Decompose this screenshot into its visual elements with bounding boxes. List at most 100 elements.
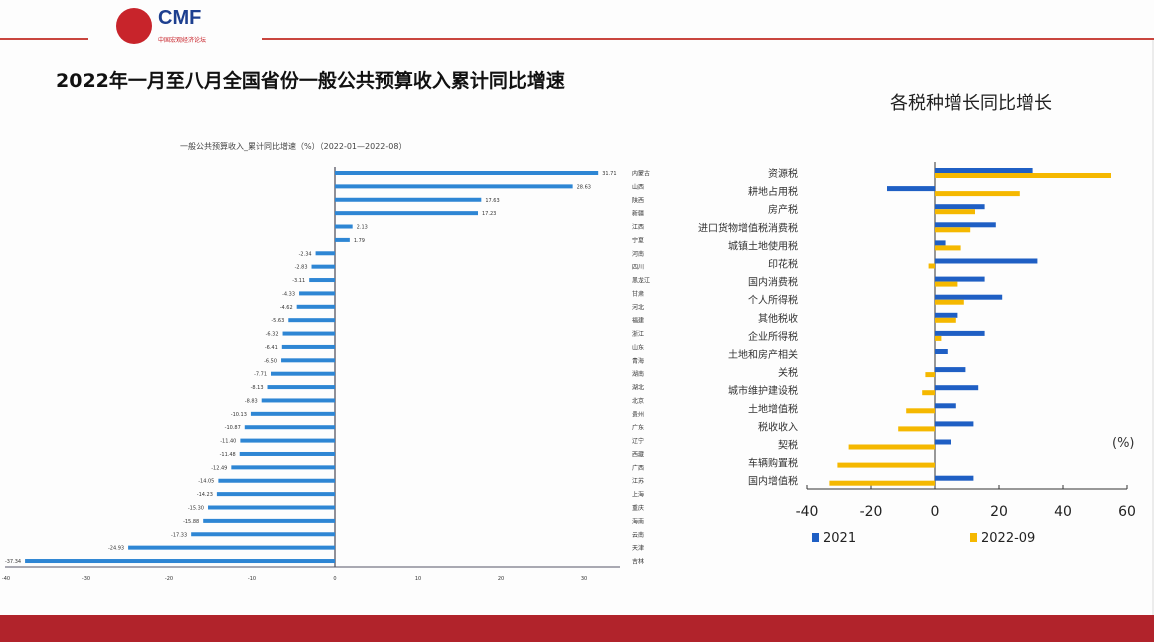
right-category-label: 国内消费税 — [748, 276, 798, 289]
left-bar-label: 17.23 — [482, 211, 496, 217]
left-bar-label: -4.62 — [280, 305, 293, 311]
left-category-label: 河北 — [632, 303, 644, 311]
left-category-label: 海南 — [632, 517, 644, 525]
left-category-label: 天津 — [632, 545, 644, 552]
left-bar — [191, 532, 335, 537]
left-bar-label: -6.32 — [266, 332, 279, 338]
right-bar-2022-09 — [898, 426, 935, 432]
left-bar-label: -10.13 — [231, 412, 247, 418]
legend-swatch-2021 — [812, 533, 819, 542]
right-bar-2022-09 — [935, 191, 1020, 197]
left-category-label: 上海 — [632, 491, 644, 499]
right-category-label: 关税 — [778, 366, 798, 379]
left-category-label: 贵州 — [632, 410, 644, 418]
right-bar-2022-09 — [935, 227, 971, 233]
right-bar-2021 — [935, 475, 974, 481]
right-category-label: 耕地占用税 — [748, 185, 798, 198]
left-bar-label: 31.71 — [602, 171, 616, 177]
left-category-label: 河南 — [632, 250, 644, 258]
left-category-label: 湖北 — [632, 384, 644, 392]
right-category-label: 国内增值税 — [748, 475, 798, 488]
left-x-tick-label: -10 — [248, 576, 256, 582]
left-bar — [267, 385, 335, 390]
left-bar — [218, 478, 335, 483]
left-category-label: 浙江 — [632, 330, 644, 338]
left-bar — [240, 438, 335, 443]
left-bar — [239, 451, 335, 456]
right-bar-2021 — [935, 240, 946, 246]
right-bar-2021 — [935, 439, 951, 445]
right-bar-2022-09 — [935, 281, 958, 287]
right-bar-2022-09 — [935, 173, 1111, 178]
left-x-tick-label: -20 — [165, 576, 173, 582]
left-bar-label: -8.83 — [245, 398, 258, 404]
legend-label: 2021 — [823, 531, 856, 546]
left-category-label: 黑龙江 — [632, 277, 650, 285]
left-bar — [250, 411, 335, 416]
right-x-tick-label: -20 — [860, 504, 883, 520]
right-category-label: 城市维护建设税 — [728, 384, 798, 397]
left-bar-label: -11.40 — [220, 439, 236, 445]
left-bar — [288, 318, 335, 323]
left-bar — [335, 171, 599, 175]
left-bar-label: -7.71 — [254, 372, 267, 378]
left-bar — [335, 211, 479, 216]
slide-title: 2022年一月至八月全国省份一般公共预算收入累计同比增速 — [56, 70, 565, 92]
left-bar-label: -37.34 — [5, 559, 21, 565]
right-bar-2021 — [935, 312, 958, 318]
left-category-label: 广西 — [632, 464, 644, 472]
right-bar-2021 — [935, 421, 974, 427]
left-bar — [311, 264, 335, 269]
left-bar — [335, 197, 482, 202]
left-bar-label: -6.50 — [264, 358, 277, 364]
left-bar-label: -15.30 — [188, 506, 204, 512]
left-category-label: 山东 — [632, 343, 644, 351]
left-bar-label: -8.13 — [251, 385, 264, 391]
cmf-logo: CMF 中国宏观经济论坛 — [116, 6, 236, 48]
right-bar-2022-09 — [925, 372, 935, 378]
right-bar-2022-09 — [928, 263, 935, 269]
right-bar-2022-09 — [935, 335, 942, 341]
left-bar-label: -24.93 — [108, 546, 124, 552]
left-bar — [216, 492, 335, 497]
right-category-label: 进口货物增值税消费税 — [698, 221, 798, 234]
right-bar-2021 — [935, 385, 979, 391]
left-bar — [208, 505, 335, 510]
left-bar-label: -17.33 — [171, 532, 187, 538]
left-bar-label: 17.63 — [485, 198, 499, 204]
right-bar-2022-09 — [935, 209, 975, 215]
right-category-label: 土地增值税 — [748, 402, 798, 415]
left-bar-label: 28.63 — [577, 184, 591, 190]
right-bar-2022-09 — [935, 299, 964, 305]
left-bar — [244, 425, 335, 430]
right-bar-2022-09 — [837, 462, 935, 468]
left-bar — [335, 184, 573, 189]
left-bar — [335, 237, 350, 242]
left-x-tick-label: 10 — [415, 576, 421, 582]
right-category-label: 企业所得税 — [748, 330, 798, 343]
left-bar-label: -5.63 — [271, 318, 284, 324]
left-bar-label: -15.88 — [183, 519, 199, 525]
right-bar-2021 — [935, 276, 985, 282]
left-bar — [271, 371, 335, 376]
left-bar-label: -12.49 — [211, 465, 227, 471]
right-x-tick-label: -40 — [796, 504, 819, 520]
right-category-label: 其他税收 — [758, 312, 798, 325]
left-category-label: 云南 — [632, 531, 644, 539]
header-rule-left — [0, 38, 88, 40]
right-unit-label: (%) — [1112, 436, 1135, 451]
left-bar-label: -10.87 — [225, 425, 241, 431]
logo-mark-icon — [116, 8, 152, 44]
left-category-label: 重庆 — [632, 504, 644, 512]
right-bar-2021 — [935, 403, 956, 409]
left-bar-label: -11.48 — [220, 452, 236, 458]
left-bar — [281, 344, 335, 349]
right-category-label: 城镇土地使用税 — [728, 239, 798, 252]
left-category-label: 青海 — [632, 357, 644, 365]
right-bar-2021 — [935, 258, 1038, 264]
left-x-tick-label: -30 — [82, 576, 90, 582]
left-bar — [231, 465, 335, 470]
left-category-label: 山西 — [632, 183, 644, 191]
left-category-label: 江西 — [632, 224, 644, 231]
